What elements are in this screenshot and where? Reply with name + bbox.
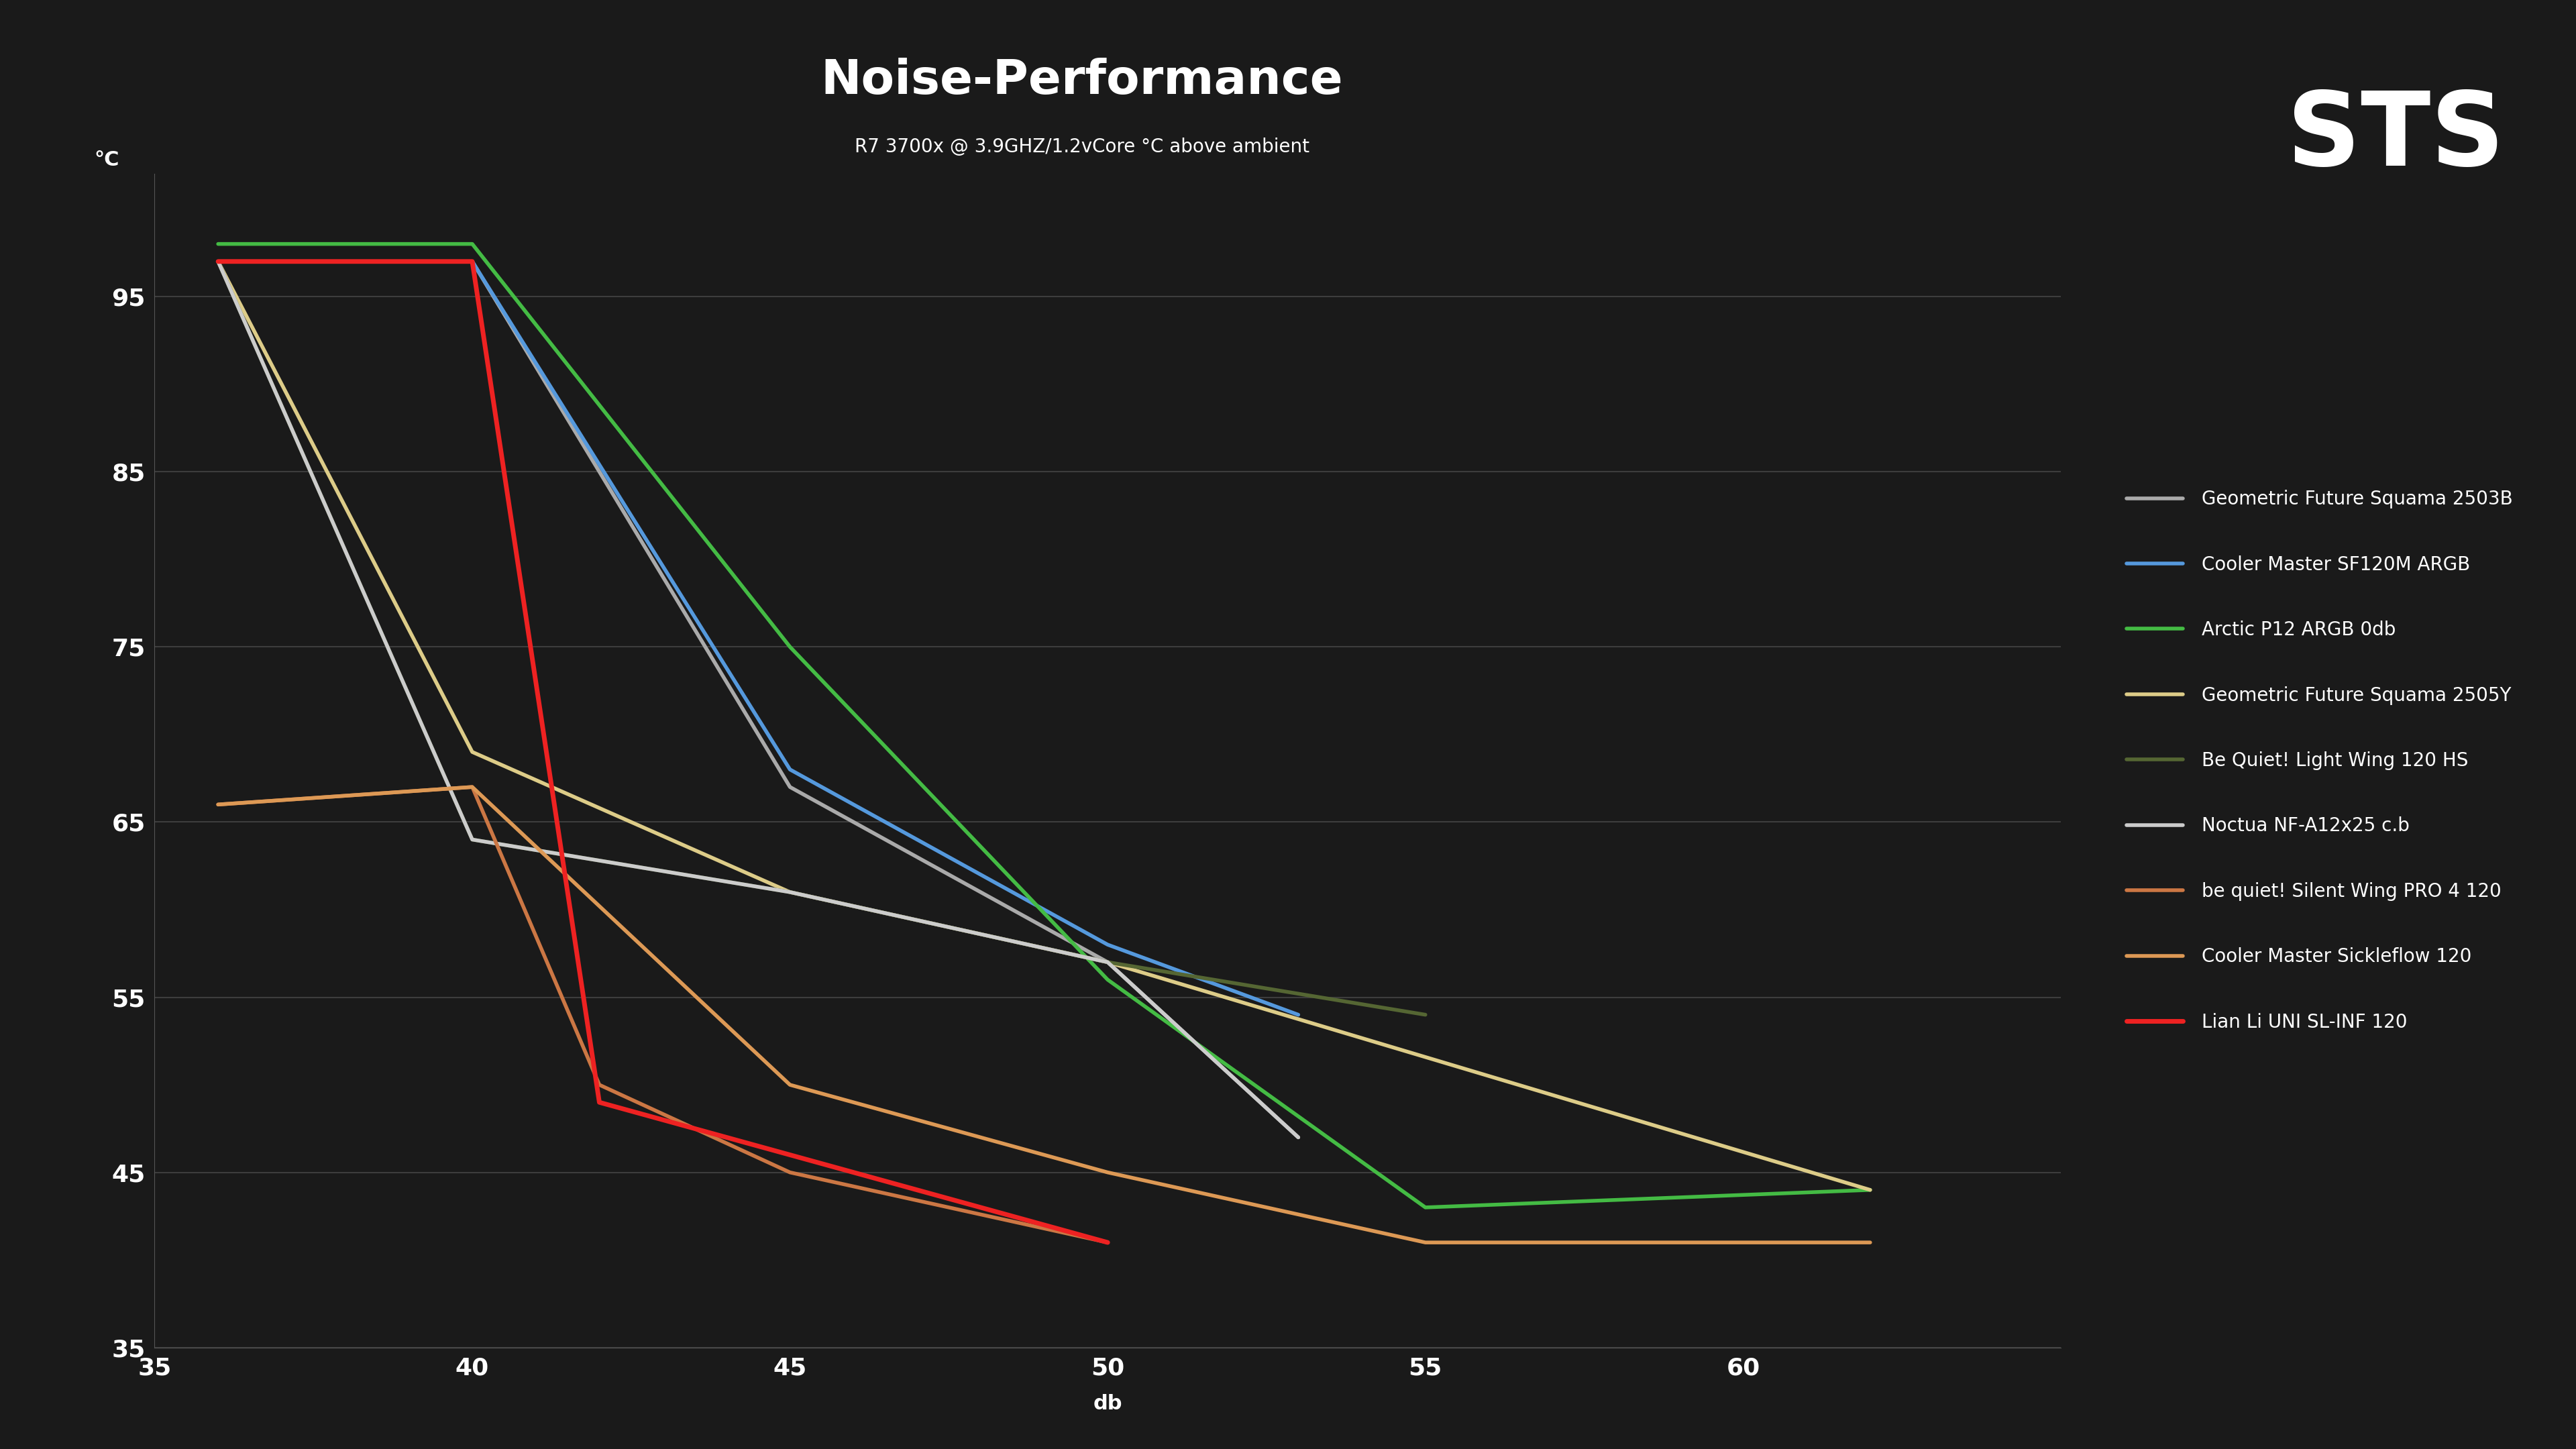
be quiet! Silent Wing PRO 4 120 — [585, 1077, 616, 1094]
Be Quiet! Light Wing 120 HS — [775, 884, 806, 901]
be quiet! Silent Wing PRO 4 120 — [456, 778, 487, 796]
Cooler Master SF120M ARGB — [456, 252, 487, 270]
Geometric Future Squama 2505Y — [204, 252, 234, 270]
Line: Lian Li UNI SL-INF 120: Lian Li UNI SL-INF 120 — [219, 261, 1108, 1242]
Line: be quiet! Silent Wing PRO 4 120: be quiet! Silent Wing PRO 4 120 — [219, 787, 1108, 1242]
Geometric Future Squama 2505Y — [1092, 953, 1123, 971]
Lian Li UNI SL-INF 120 — [456, 252, 487, 270]
Arctic P12 ARGB 0db — [775, 638, 806, 655]
Line: Geometric Future Squama 2505Y: Geometric Future Squama 2505Y — [219, 261, 1870, 1190]
Geometric Future Squama 2505Y — [1855, 1181, 1886, 1198]
be quiet! Silent Wing PRO 4 120 — [204, 796, 234, 813]
Cooler Master SF120M ARGB — [1092, 936, 1123, 953]
Cooler Master Sickleflow 120 — [1409, 1233, 1440, 1250]
Be Quiet! Light Wing 120 HS — [204, 252, 234, 270]
Arctic P12 ARGB 0db — [1855, 1181, 1886, 1198]
Arctic P12 ARGB 0db — [204, 235, 234, 252]
Noctua NF-A12x25 c.b — [456, 830, 487, 848]
Geometric Future Squama 2503B — [775, 778, 806, 796]
Cooler Master SF120M ARGB — [1283, 1006, 1314, 1023]
Cooler Master SF120M ARGB — [775, 761, 806, 778]
Line: Cooler Master SF120M ARGB: Cooler Master SF120M ARGB — [219, 261, 1298, 1014]
Noctua NF-A12x25 c.b — [1283, 1129, 1314, 1146]
Geometric Future Squama 2503B — [1283, 1129, 1314, 1146]
Noctua NF-A12x25 c.b — [775, 884, 806, 901]
Line: Arctic P12 ARGB 0db: Arctic P12 ARGB 0db — [219, 243, 1870, 1207]
Arctic P12 ARGB 0db — [456, 235, 487, 252]
Line: Geometric Future Squama 2503B: Geometric Future Squama 2503B — [219, 261, 1298, 1137]
Be Quiet! Light Wing 120 HS — [1409, 1006, 1440, 1023]
Arctic P12 ARGB 0db — [1409, 1198, 1440, 1216]
Text: STS: STS — [2287, 87, 2504, 187]
be quiet! Silent Wing PRO 4 120 — [1092, 1233, 1123, 1250]
Cooler Master Sickleflow 120 — [775, 1077, 806, 1094]
Geometric Future Squama 2505Y — [775, 884, 806, 901]
Cooler Master Sickleflow 120 — [456, 778, 487, 796]
Noctua NF-A12x25 c.b — [204, 252, 234, 270]
Lian Li UNI SL-INF 120 — [204, 252, 234, 270]
Cooler Master Sickleflow 120 — [204, 796, 234, 813]
Cooler Master Sickleflow 120 — [1092, 1164, 1123, 1181]
Lian Li UNI SL-INF 120 — [585, 1094, 616, 1111]
Line: Noctua NF-A12x25 c.b: Noctua NF-A12x25 c.b — [219, 261, 1298, 1137]
be quiet! Silent Wing PRO 4 120 — [775, 1164, 806, 1181]
Text: R7 3700x @ 3.9GHZ/1.2vCore °C above ambient: R7 3700x @ 3.9GHZ/1.2vCore °C above ambi… — [855, 138, 1309, 156]
Line: Be Quiet! Light Wing 120 HS: Be Quiet! Light Wing 120 HS — [219, 261, 1425, 1014]
X-axis label: db: db — [1092, 1394, 1123, 1413]
Geometric Future Squama 2505Y — [456, 743, 487, 761]
Be Quiet! Light Wing 120 HS — [456, 830, 487, 848]
Noctua NF-A12x25 c.b — [1092, 953, 1123, 971]
Y-axis label: °C: °C — [95, 151, 118, 170]
Cooler Master SF120M ARGB — [204, 252, 234, 270]
Text: Noise-Performance: Noise-Performance — [822, 58, 1342, 104]
Geometric Future Squama 2503B — [1092, 953, 1123, 971]
Lian Li UNI SL-INF 120 — [1092, 1233, 1123, 1250]
Geometric Future Squama 2503B — [456, 252, 487, 270]
Cooler Master Sickleflow 120 — [1855, 1233, 1886, 1250]
Arctic P12 ARGB 0db — [1092, 971, 1123, 988]
Line: Cooler Master Sickleflow 120: Cooler Master Sickleflow 120 — [219, 787, 1870, 1242]
Be Quiet! Light Wing 120 HS — [1092, 953, 1123, 971]
Legend: Geometric Future Squama 2503B, Cooler Master SF120M ARGB, Arctic P12 ARGB 0db, G: Geometric Future Squama 2503B, Cooler Ma… — [2107, 471, 2532, 1051]
Geometric Future Squama 2503B — [204, 252, 234, 270]
